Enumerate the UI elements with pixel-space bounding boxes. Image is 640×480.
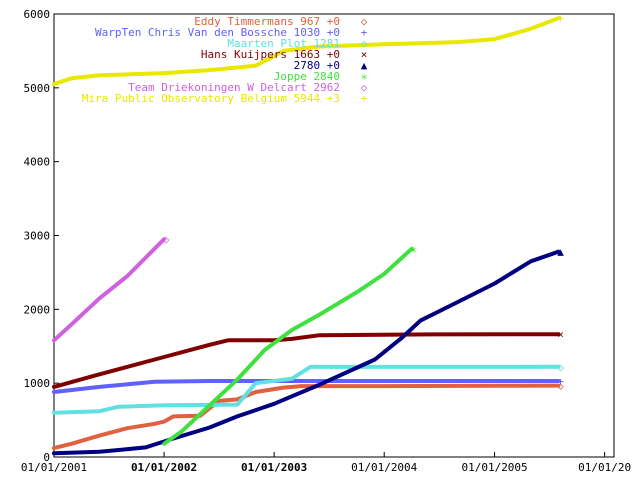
legend-marker: + [361, 26, 368, 39]
x-tick-label: 01/01/20 [578, 461, 631, 474]
legend-marker: ◇ [361, 15, 368, 28]
y-axis: 0 1000 2000 3000 4000 5000 6000 [24, 8, 59, 464]
series-end-marker: ✳ [410, 243, 417, 256]
legend-entry: 2780 +0 [294, 59, 340, 72]
series-line-3 [52, 364, 561, 415]
series-line-4 [52, 332, 561, 389]
series-end-marker: ◇ [163, 233, 170, 246]
y-tick-label: 1000 [24, 377, 51, 390]
series-line-8 [52, 16, 561, 87]
legend-marker: ✳ [361, 70, 368, 83]
legend-entry: Team Driekoningen W Delcart 2962 [128, 81, 340, 94]
series-end-marker: × [557, 328, 564, 341]
x-tick-label: 01/01/2004 [351, 461, 418, 474]
y-tick-label: 5000 [24, 82, 51, 95]
legend-entry: Eddy Timmermans 967 +0 [194, 15, 340, 28]
legend-entry: Hans Kuijpers 1663 +0 [201, 48, 340, 61]
series-line-5 [52, 249, 561, 456]
x-tick-label: 01/01/2002 [131, 461, 197, 474]
x-axis: 01/01/2001 01/01/2002 01/01/2003 01/01/2004… [21, 452, 631, 474]
series-end-marker: + [557, 12, 564, 25]
legend-marker: ◇ [361, 81, 368, 94]
series-end-marker: ◇ [557, 380, 564, 393]
series-end-marker: ◇ [557, 361, 564, 374]
legend-entry: Mira Public Observatory Belgium 5944 +3 [82, 92, 340, 105]
legend-marker: × [361, 48, 368, 61]
y-tick-label: 6000 [24, 8, 51, 21]
y-tick-label: 2000 [24, 303, 51, 316]
y-tick-label: 3000 [24, 230, 51, 243]
legend-marker: ▲ [361, 59, 368, 72]
series-end-marker: ▲ [557, 246, 564, 259]
y-tick-label: 4000 [24, 156, 51, 169]
legend: Eddy Timmermans 967 +0 ◇ WarpTen Chris Van… [82, 15, 368, 105]
y-tick-label: 0 [43, 451, 50, 464]
legend-marker: + [361, 92, 368, 105]
legend-entry: WarpTen Chris Van den Bossche 1030 +0 [95, 26, 340, 39]
legend-entry: Joppe 2840 [274, 70, 340, 83]
series-line-2 [52, 379, 561, 394]
series-line-6 [162, 246, 414, 446]
x-tick-label: 01/01/2003 [241, 461, 307, 474]
x-tick-label: 01/01/2005 [461, 461, 527, 474]
series-line-7 [52, 237, 167, 343]
series-layer: ◇+◇×▲✳◇+ [52, 12, 564, 456]
legend-entry: Maarten Plot 1281 [227, 37, 340, 50]
series-line-1 [52, 383, 561, 451]
x-tick-label: 01/01/2001 [21, 461, 87, 474]
series-end-marker: + [557, 375, 564, 388]
legend-marker: ◇ [361, 37, 368, 50]
